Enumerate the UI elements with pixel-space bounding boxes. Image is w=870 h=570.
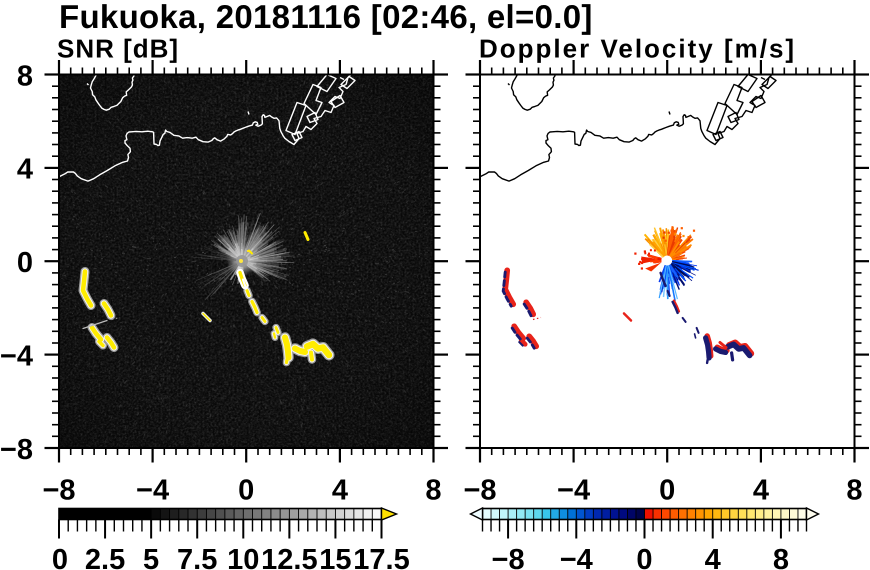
svg-text:8: 8 (425, 475, 441, 507)
svg-text:2.5: 2.5 (85, 544, 125, 570)
svg-text:−4: −4 (557, 475, 590, 507)
svg-text:−4: −4 (136, 475, 169, 507)
svg-text:15: 15 (319, 544, 351, 570)
svg-text:−8: −8 (492, 544, 525, 570)
svg-text:4: 4 (332, 475, 348, 507)
svg-text:4: 4 (705, 544, 721, 570)
svg-text:4: 4 (17, 154, 33, 186)
svg-text:7.5: 7.5 (177, 544, 217, 570)
svg-text:8: 8 (773, 544, 789, 570)
svg-text:0: 0 (636, 544, 652, 570)
svg-text:0: 0 (659, 475, 675, 507)
svg-text:0: 0 (238, 475, 254, 507)
svg-text:8: 8 (17, 60, 33, 92)
svg-text:12.5: 12.5 (261, 544, 317, 570)
svg-text:−4: −4 (560, 544, 593, 570)
svg-text:10: 10 (227, 544, 259, 570)
svg-text:−8: −8 (0, 434, 33, 466)
svg-text:0: 0 (17, 247, 33, 279)
svg-text:0: 0 (52, 544, 68, 570)
svg-text:Doppler Velocity [m/s]: Doppler Velocity [m/s] (479, 34, 796, 64)
svg-text:−4: −4 (0, 340, 33, 372)
svg-text:5: 5 (143, 544, 159, 570)
svg-text:8: 8 (846, 475, 862, 507)
svg-text:4: 4 (753, 475, 769, 507)
svg-text:Fukuoka, 20181116 [02:46, el=0: Fukuoka, 20181116 [02:46, el=0.0] (59, 0, 593, 35)
svg-text:SNR [dB]: SNR [dB] (57, 34, 179, 64)
svg-text:17.5: 17.5 (353, 544, 409, 570)
svg-text:−8: −8 (42, 475, 75, 507)
svg-text:−8: −8 (463, 475, 496, 507)
